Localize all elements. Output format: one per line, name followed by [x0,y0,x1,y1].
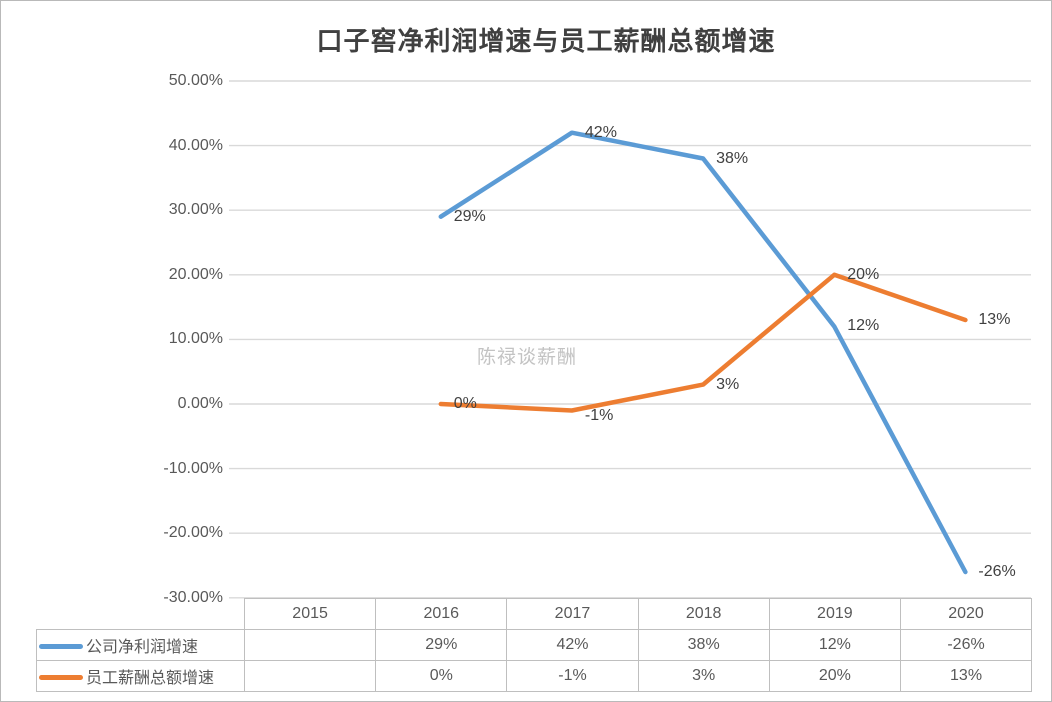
table-value-cell: 29% [375,629,508,661]
data-label: 3% [716,375,740,393]
data-label: 13% [978,311,1011,329]
data-label: -26% [978,562,1016,580]
y-axis-tick-label: 50.00% [168,72,223,89]
legend-line-swatch [39,674,83,680]
table-value-cell: 42% [506,629,639,661]
table-year-header: 2018 [637,598,770,630]
table-value-cell: -1% [506,660,639,692]
table-value-cell [243,629,377,661]
table-value-cell: 20% [768,660,901,692]
table-value-cell [243,660,377,692]
table-value-cell: 13% [899,660,1033,692]
y-axis-tick-label: 10.00% [168,330,223,348]
data-label: 20% [847,265,880,283]
table-value-cell: 3% [637,660,770,692]
y-axis-tick-label: -20.00% [163,524,223,542]
chart-title: 口子窖净利润增速与员工薪酬总额增速 [316,26,776,56]
y-axis-tick-label: 30.00% [168,201,223,219]
data-label: 29% [453,207,486,225]
series-line-2 [438,272,968,413]
series-name: 公司净利润增速 [86,639,199,656]
table-row-series-1: 公司净利润增速 29% 42% 38% 12% -26% [36,629,1033,661]
y-axis-tick-label: 40.00% [168,136,223,154]
table-year-header: 2016 [375,598,508,630]
table-year-header: 2015 [243,598,377,630]
data-label: 0% [453,395,477,412]
watermark-text: 陈禄谈薪酬 [477,347,578,368]
chart-data-table: 2015 2016 2017 2018 2019 2020 公司净利润增速 29% 42% 38%… [36,598,1033,692]
data-label: -1% [584,407,614,425]
table-year-header: 2020 [899,598,1033,630]
table-year-header: 2017 [506,598,639,630]
series-line-1 [438,130,968,575]
table-value-cell: 12% [768,629,901,661]
y-axis-tick-label: 0.00% [177,395,223,412]
legend-cell: 员工薪酬总额增速 [36,660,245,692]
y-axis-tick-label: -10.00% [163,459,223,477]
table-value-cell: 0% [375,660,508,692]
table-row-series-2: 员工薪酬总额增速 0% -1% 3% 20% 13% [36,660,1033,692]
y-axis-tick-label: -30.00% [163,588,223,606]
legend-cell: 公司净利润增速 [36,629,245,661]
table-year-header: 2019 [768,598,901,630]
legend-line-swatch [39,643,83,649]
data-label: 38% [716,149,749,167]
data-label: 12% [847,317,880,335]
table-header-row: 2015 2016 2017 2018 2019 2020 [37,598,1033,630]
table-value-cell: -26% [899,629,1033,661]
y-axis-tick-label: 20.00% [168,265,223,283]
data-label: 42% [584,123,617,141]
table-value-cell: 38% [637,629,770,661]
table-corner-cell [37,599,245,630]
series-name: 员工薪酬总额增速 [86,670,215,687]
